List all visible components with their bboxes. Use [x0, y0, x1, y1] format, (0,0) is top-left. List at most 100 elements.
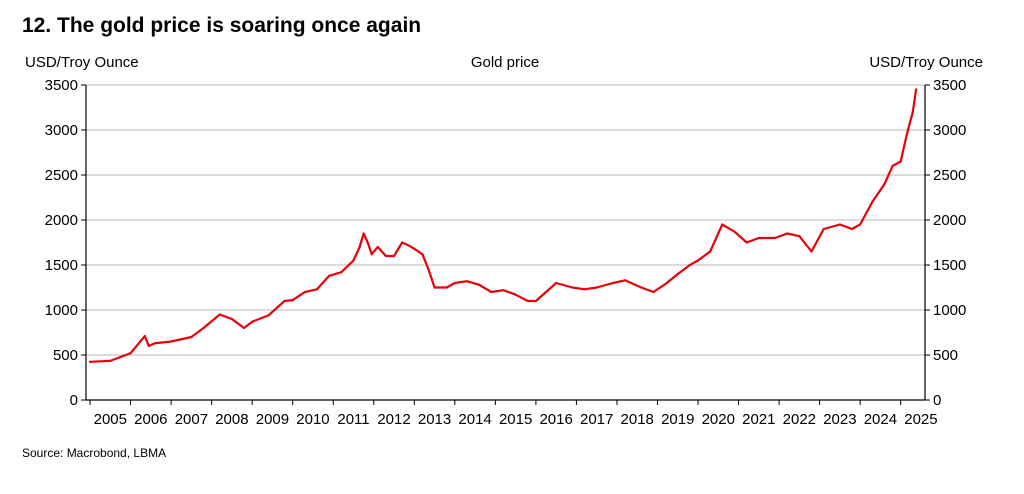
- data-point: [153, 342, 156, 345]
- left-tick-label-0: 0: [70, 392, 78, 409]
- x-tick-label-2011: 2011: [337, 411, 369, 428]
- data-point: [611, 281, 615, 285]
- data-point: [664, 282, 667, 285]
- left-tick-label-2000: 2000: [45, 212, 78, 229]
- data-point: [376, 245, 379, 249]
- right-tick-label-500: 500: [933, 347, 958, 364]
- data-point: [202, 326, 205, 330]
- data-point: [433, 286, 436, 289]
- chart-title: Gold price: [471, 54, 539, 71]
- x-axis-ticks: 2005 2006 2007 2008 2009 2010 2011 2012 2013 2014…: [89, 400, 938, 428]
- data-point: [392, 254, 396, 258]
- x-tick-label-2025: 2025: [904, 411, 937, 428]
- data-point: [407, 244, 410, 247]
- left-y-axis-label: USD/Troy Ounce: [25, 54, 139, 71]
- data-point: [810, 250, 813, 253]
- right-tick-label-2500: 2500: [933, 167, 966, 184]
- data-point: [370, 253, 373, 256]
- data-point: [218, 313, 221, 316]
- data-point: [315, 288, 319, 291]
- left-tick-label-500: 500: [53, 347, 78, 364]
- data-point: [303, 290, 306, 294]
- axes: [85, 85, 926, 401]
- data-point: [267, 314, 270, 317]
- data-point: [721, 223, 724, 226]
- data-point: [911, 110, 914, 114]
- data-point: [745, 241, 748, 244]
- data-point: [838, 223, 842, 226]
- data-point: [859, 223, 862, 226]
- data-point: [883, 182, 886, 186]
- data-point: [798, 235, 801, 238]
- data-point: [340, 271, 343, 274]
- right-y-axis-label: USD/Troy Ounce: [869, 54, 983, 71]
- x-tick-label-2023: 2023: [823, 411, 856, 428]
- data-point: [251, 320, 254, 323]
- x-tick-label-2005: 2005: [94, 411, 127, 428]
- right-tick-label-2000: 2000: [933, 212, 966, 229]
- data-point: [401, 241, 404, 244]
- x-tick-label-2013: 2013: [418, 411, 451, 428]
- data-point: [89, 360, 92, 363]
- data-point: [453, 281, 456, 285]
- data-point: [696, 259, 700, 262]
- data-point: [366, 241, 369, 244]
- x-tick-label-2021: 2021: [742, 411, 775, 428]
- data-point: [571, 286, 574, 289]
- x-tick-label-2017: 2017: [580, 411, 613, 428]
- data-point: [243, 326, 246, 330]
- data-point: [583, 288, 586, 291]
- x-tick-label-2022: 2022: [783, 411, 816, 428]
- data-point: [352, 259, 355, 262]
- data-point: [170, 340, 173, 343]
- data-point: [427, 268, 430, 271]
- x-tick-label-2018: 2018: [621, 411, 654, 428]
- right-tick-label-1500: 1500: [933, 257, 966, 274]
- left-tick-label-1000: 1000: [45, 302, 78, 319]
- x-tick-label-2006: 2006: [134, 411, 167, 428]
- data-point: [899, 160, 902, 163]
- data-point: [384, 254, 387, 258]
- left-tick-label-1500: 1500: [45, 257, 78, 274]
- data-point: [230, 317, 233, 321]
- data-point: [358, 245, 361, 249]
- x-tick-label-2020: 2020: [702, 411, 735, 428]
- gridlines: [86, 84, 925, 356]
- data-point: [526, 299, 529, 303]
- x-tick-label-2009: 2009: [256, 411, 289, 428]
- right-tick-label-0: 0: [933, 392, 941, 409]
- data-point: [905, 133, 908, 136]
- series-layer: [88, 88, 918, 363]
- data-point: [891, 164, 894, 168]
- data-point: [624, 279, 627, 282]
- data-point: [733, 230, 736, 233]
- data-point: [822, 227, 825, 231]
- data-point: [652, 290, 655, 294]
- data-point: [490, 290, 493, 294]
- x-tick-label-2014: 2014: [458, 411, 491, 428]
- x-tick-label-2012: 2012: [377, 411, 410, 428]
- data-point: [147, 344, 150, 348]
- x-tick-label-2019: 2019: [661, 411, 694, 428]
- data-point: [478, 283, 481, 286]
- data-point: [362, 232, 365, 235]
- data-point: [640, 286, 643, 289]
- data-point: [143, 335, 146, 338]
- data-point: [465, 280, 469, 283]
- page-title: 12. The gold price is soaring once again: [22, 14, 422, 37]
- left-tick-label-2500: 2500: [45, 167, 78, 184]
- data-point: [328, 274, 331, 277]
- data-point: [871, 200, 874, 204]
- data-point: [757, 236, 760, 240]
- data-point: [190, 335, 193, 339]
- data-point: [283, 299, 286, 303]
- data-point: [445, 286, 448, 289]
- data-point: [109, 359, 112, 362]
- x-tick-label-2015: 2015: [499, 411, 532, 428]
- right-tick-label-3000: 3000: [933, 122, 966, 139]
- x-tick-label-2016: 2016: [539, 411, 572, 428]
- x-tick-label-2024: 2024: [864, 411, 897, 428]
- data-point: [688, 263, 692, 267]
- data-point: [773, 236, 777, 240]
- x-tick-label-2007: 2007: [175, 411, 208, 428]
